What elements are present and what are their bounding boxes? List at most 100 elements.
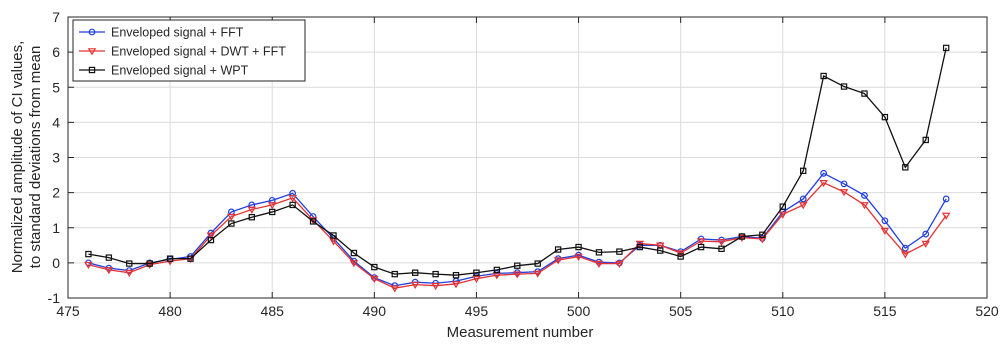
data-point	[901, 244, 909, 252]
x-tick-label: 490	[363, 303, 387, 319]
data-point	[248, 214, 255, 221]
data-point	[942, 44, 950, 52]
data-point	[799, 167, 807, 175]
data-point	[901, 251, 910, 259]
legend-marker	[88, 66, 96, 74]
data-point	[451, 281, 461, 289]
data-point	[677, 253, 684, 260]
data-point	[247, 206, 257, 214]
data-point	[861, 90, 868, 97]
data-point	[861, 192, 868, 199]
x-tick-label: 475	[56, 303, 80, 319]
data-point	[921, 240, 930, 248]
legend-label: Enveloped signal + FFT	[111, 26, 244, 40]
legend-box	[72, 19, 306, 82]
y-tick-label: 4	[52, 114, 60, 130]
data-point	[85, 250, 92, 258]
data-point	[411, 269, 419, 276]
y-axis-label-line-1: Normalized amplitude of CI values,	[9, 41, 26, 274]
data-point	[798, 202, 808, 210]
data-point	[269, 208, 276, 216]
data-point	[696, 238, 706, 246]
data-point	[820, 72, 827, 80]
data-point	[717, 239, 726, 247]
data-point	[431, 282, 440, 291]
data-point	[228, 220, 235, 227]
x-tick-label: 520	[975, 303, 999, 319]
x-tick-label: 485	[261, 303, 285, 319]
data-point	[594, 260, 604, 268]
data-point	[126, 260, 133, 267]
legend-label: Enveloped signal + DWT + FFT	[111, 45, 286, 59]
series-line	[88, 47, 947, 276]
data-point	[697, 243, 705, 251]
x-tick-label: 480	[158, 303, 182, 319]
data-point	[309, 218, 317, 225]
data-point	[534, 260, 541, 267]
data-point	[655, 242, 665, 250]
y-tick-label: 1	[52, 220, 60, 236]
data-point	[553, 257, 563, 265]
data-point	[370, 275, 379, 284]
data-point	[145, 261, 154, 270]
legend: Enveloped signal + FFT Enveloped signal +…	[72, 19, 306, 82]
data-point	[371, 263, 378, 271]
data-point	[289, 201, 296, 209]
data-point	[432, 270, 439, 278]
data-point	[779, 203, 786, 210]
x-tick-label: 515	[873, 303, 897, 319]
data-point	[922, 230, 930, 238]
y-tick-label: 0	[52, 255, 60, 271]
data-point	[329, 238, 338, 246]
data-point	[759, 231, 766, 238]
data-point	[575, 243, 582, 251]
data-point	[330, 232, 337, 239]
axes: 475 480 485 490 495 500 505 510 515 520 -1 0 1 2 3 4 5 6 7	[48, 9, 999, 319]
data-point	[206, 232, 216, 240]
data-point	[636, 243, 644, 251]
data-point	[840, 83, 848, 90]
x-tick-label: 500	[567, 303, 591, 319]
data-point	[554, 246, 562, 253]
data-point	[227, 213, 236, 221]
data-point	[902, 164, 909, 171]
data-point	[105, 254, 113, 261]
y-tick-label: 5	[52, 79, 60, 95]
y-tick-label: 2	[52, 185, 60, 201]
data-point	[574, 253, 583, 261]
data-point	[452, 271, 460, 279]
x-tick-label: 495	[465, 303, 489, 319]
data-point	[941, 212, 951, 220]
data-point	[514, 262, 521, 269]
data-point	[657, 247, 664, 254]
y-tick-label: -1	[48, 290, 61, 306]
data-point	[84, 261, 93, 270]
y-tick-label: 6	[52, 44, 60, 60]
data-point	[104, 267, 114, 275]
data-point	[615, 260, 624, 268]
data-point	[860, 202, 869, 210]
data-point	[207, 236, 215, 244]
series-line	[88, 172, 947, 287]
x-tick-label: 505	[669, 303, 693, 319]
series-2	[84, 179, 951, 293]
data-point	[799, 195, 807, 203]
data-point	[288, 195, 297, 203]
data-point	[616, 248, 623, 255]
data-point	[391, 270, 398, 278]
x-axis-label: Measurement number	[447, 324, 594, 341]
data-point	[840, 180, 848, 188]
y-axis-label-line-2: to standard deviations from mean	[27, 46, 44, 269]
data-point	[778, 211, 788, 219]
data-point	[820, 169, 828, 177]
series-group	[84, 44, 951, 293]
data-point	[595, 249, 603, 256]
legend-marker	[87, 48, 97, 56]
data-point	[187, 255, 194, 262]
data-point	[819, 179, 828, 188]
data-point	[349, 260, 359, 268]
data-point	[942, 195, 950, 203]
data-point	[533, 270, 542, 278]
